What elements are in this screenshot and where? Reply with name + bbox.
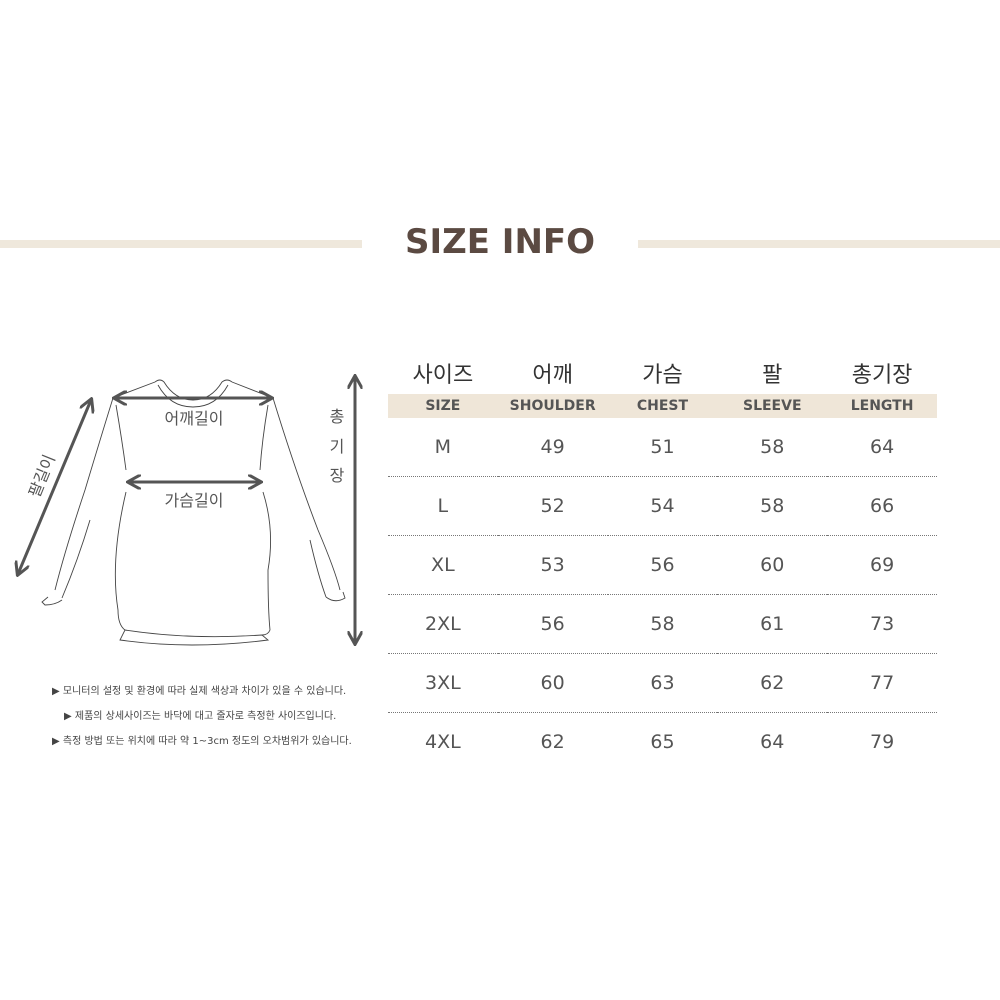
- table-cell: 73: [827, 594, 937, 654]
- table-cell: 64: [760, 731, 785, 753]
- length-label-1: 총: [330, 407, 345, 426]
- table-cell: 56: [607, 535, 718, 595]
- table-cell: 60: [717, 535, 828, 595]
- table-cell: 61: [717, 594, 828, 654]
- table-cell: 56: [497, 594, 608, 654]
- header-en: SHOULDER: [497, 394, 608, 418]
- table-cell: 66: [827, 476, 937, 536]
- table-row: 4XL 62 65 64 79: [388, 713, 937, 772]
- length-label-2: 기: [330, 437, 345, 456]
- page-title: SIZE INFO: [404, 222, 596, 262]
- note: ▶ 모니터의 설정 및 환경에 따라 실제 색상과 차이가 있을 수 있습니다.: [52, 686, 347, 697]
- header-kr: 총기장: [851, 363, 913, 388]
- table-cell: L: [388, 476, 498, 536]
- shoulder-label: 어깨길이: [165, 409, 224, 428]
- header-row-korean: 사이즈 어깨 가슴 팔 총기장: [388, 352, 937, 394]
- table-cell: 53: [497, 535, 608, 595]
- length-label-3: 장: [330, 466, 345, 485]
- header-kr: 팔: [762, 363, 783, 388]
- sweater-diagram: 어깨길이 가슴길이 팔길이 총 기 장: [0, 360, 380, 660]
- table-cell: 58: [607, 594, 718, 654]
- header-en: CHEST: [607, 394, 718, 418]
- table-cell: 62: [540, 731, 565, 753]
- table-cell: 65: [650, 731, 675, 753]
- table-cell: 54: [607, 476, 718, 536]
- size-table: 사이즈 어깨 가슴 팔 총기장 SIZE SHOULDER CHEST SLEE…: [388, 352, 937, 771]
- table-cell: 69: [827, 535, 937, 595]
- table-row: M 49 51 58 64: [388, 418, 937, 477]
- note: ▶ 제품의 상세사이즈는 바닥에 대고 줄자로 측정한 사이즈입니다.: [64, 711, 337, 722]
- table-cell: 60: [497, 653, 608, 713]
- table-cell: 4XL: [425, 731, 461, 753]
- sleeve-label: 팔길이: [25, 452, 59, 500]
- table-cell: 64: [827, 418, 937, 477]
- table-cell: 2XL: [388, 594, 498, 654]
- table-cell: XL: [388, 535, 498, 595]
- table-row: 2XL 56 58 61 73: [388, 594, 937, 654]
- table-row: 3XL 60 63 62 77: [388, 653, 937, 713]
- table-cell: 58: [717, 476, 828, 536]
- right-divider-bar: [638, 240, 1000, 248]
- table-row: L 52 54 58 66: [388, 476, 937, 536]
- table-cell: 51: [607, 418, 718, 477]
- table-cell: 79: [869, 731, 895, 753]
- header-kr: 사이즈: [412, 363, 474, 388]
- table-cell: 77: [827, 653, 937, 713]
- table-cell: 3XL: [388, 653, 498, 713]
- table-cell: M: [388, 418, 498, 477]
- table-row: XL 53 56 60 69: [388, 535, 937, 595]
- header-en: SLEEVE: [717, 394, 828, 418]
- table-cell: 49: [497, 418, 608, 477]
- table-cell: 58: [717, 418, 828, 477]
- note: ▶ 측정 방법 또는 위치에 따라 약 1~3cm 정도의 오차범위가 있습니다…: [52, 736, 352, 747]
- chest-label: 가슴길이: [165, 491, 224, 510]
- header-en: LENGTH: [827, 394, 937, 418]
- table-cell: 63: [607, 653, 718, 713]
- header-kr: 가슴: [642, 363, 683, 388]
- table-cell: 62: [717, 653, 828, 713]
- header-kr: 어깨: [532, 363, 573, 388]
- table-cell: 52: [497, 476, 608, 536]
- left-divider-bar: [0, 240, 362, 248]
- header-en: SIZE: [388, 394, 498, 418]
- header-row-english: SIZE SHOULDER CHEST SLEEVE LENGTH: [388, 394, 937, 418]
- sleeve-arrow: [18, 400, 91, 574]
